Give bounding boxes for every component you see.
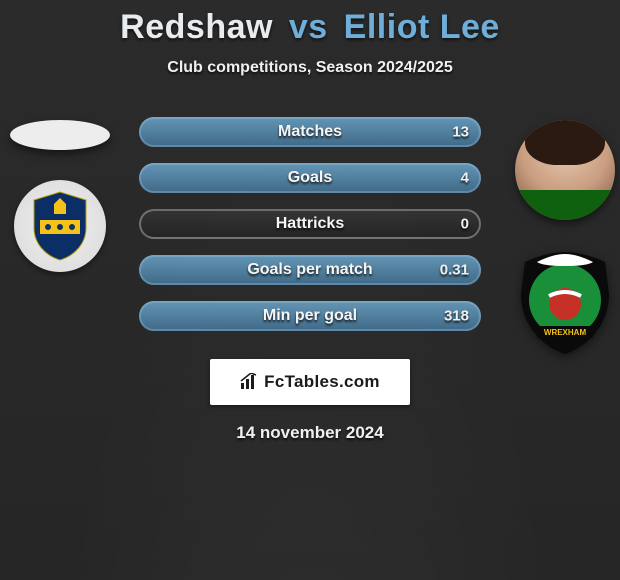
bar-value-right: 0.31 bbox=[440, 262, 469, 279]
bar-label: Min per goal bbox=[139, 307, 481, 325]
title: Redshaw vs Elliot Lee bbox=[0, 0, 620, 47]
bar-label: Matches bbox=[139, 123, 481, 141]
title-vs: vs bbox=[289, 8, 328, 46]
brand-text: FcTables.com bbox=[264, 372, 380, 392]
bar-min-per-goal: Min per goal 318 bbox=[139, 301, 481, 331]
bar-matches: Matches 13 bbox=[139, 117, 481, 147]
stat-row: Min per goal 318 bbox=[0, 301, 620, 331]
bar-value-right: 0 bbox=[461, 216, 469, 233]
stats-block: Matches 13 Goals 4 Hattricks 0 Goal bbox=[0, 117, 620, 331]
chart-icon bbox=[240, 373, 258, 391]
title-player1: Redshaw bbox=[120, 8, 273, 46]
stat-row: Goals per match 0.31 bbox=[0, 255, 620, 285]
bar-label: Goals per match bbox=[139, 261, 481, 279]
bar-value-right: 13 bbox=[452, 124, 469, 141]
subtitle: Club competitions, Season 2024/2025 bbox=[0, 59, 620, 77]
stat-row: Goals 4 bbox=[0, 163, 620, 193]
stat-row: Matches 13 bbox=[0, 117, 620, 147]
bar-hattricks: Hattricks 0 bbox=[139, 209, 481, 239]
date-text: 14 november 2024 bbox=[0, 423, 620, 443]
stat-row: Hattricks 0 bbox=[0, 209, 620, 239]
brand-badge: FcTables.com bbox=[210, 359, 410, 405]
bar-value-right: 318 bbox=[444, 308, 469, 325]
bar-label: Hattricks bbox=[139, 215, 481, 233]
bar-label: Goals bbox=[139, 169, 481, 187]
title-player2: Elliot Lee bbox=[344, 8, 500, 46]
bar-goals: Goals 4 bbox=[139, 163, 481, 193]
bar-goals-per-match: Goals per match 0.31 bbox=[139, 255, 481, 285]
bar-value-right: 4 bbox=[461, 170, 469, 187]
